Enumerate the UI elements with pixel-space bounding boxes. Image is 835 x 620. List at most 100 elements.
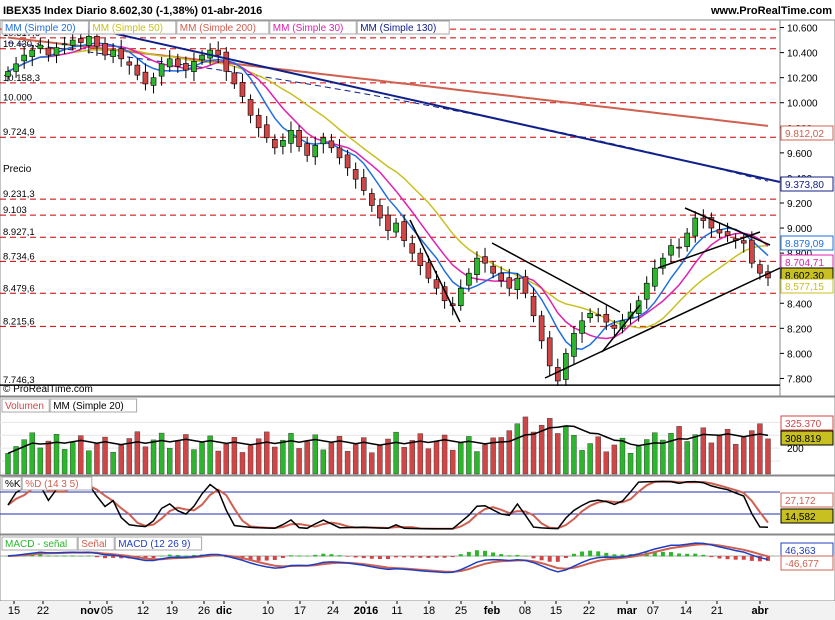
macd-histogram-bar — [30, 554, 35, 557]
volume-bar — [692, 434, 698, 475]
volume-bar — [619, 437, 626, 475]
date-tick-label: 22 — [583, 605, 595, 617]
volume-bar — [312, 434, 318, 475]
ma200-line — [7, 36, 769, 127]
volume-bar — [668, 432, 674, 475]
candle-body — [45, 47, 52, 56]
legend-item-label: %K — [5, 479, 21, 490]
candle-body — [134, 64, 141, 76]
volume-bar — [571, 435, 577, 475]
candle-body — [166, 58, 173, 68]
volume-bar — [134, 431, 141, 475]
volume-bar — [53, 434, 60, 475]
value-badge — [780, 508, 834, 524]
legend-item-label: MACD (12 26 9) — [118, 539, 190, 550]
volume-ma-line — [7, 425, 769, 454]
value-badge-label: -46,677 — [785, 559, 819, 570]
legend-item — [1, 536, 78, 551]
candle-body — [466, 272, 472, 286]
macd-histogram-bar — [297, 555, 302, 557]
candle-body — [231, 72, 238, 85]
date-tick-label: abr — [751, 605, 769, 617]
macd-histogram-bar — [596, 551, 601, 557]
legend-item — [176, 20, 270, 35]
value-badge-label: 9.812,02 — [785, 129, 824, 140]
candle-body — [749, 239, 755, 264]
candle-body — [603, 313, 610, 323]
macd-histogram-bar — [685, 553, 690, 557]
volume-bar — [45, 440, 52, 475]
stoch-k-line — [7, 480, 769, 530]
candle-body — [369, 193, 375, 206]
candle-body — [668, 245, 674, 256]
volume-bar — [441, 434, 448, 475]
value-badge — [780, 235, 834, 251]
macd-histogram-bar — [386, 556, 390, 560]
macd-histogram-bar — [523, 555, 528, 557]
legend-item — [21, 476, 93, 491]
macd-histogram-bar — [499, 554, 504, 557]
candle-body — [344, 154, 351, 169]
macd-histogram-bar — [111, 556, 116, 558]
legend-item — [49, 398, 138, 413]
volume-bar — [757, 423, 763, 475]
ma20-line — [7, 42, 769, 350]
stochastic-panel: 27,172 14,582 %K %D (14 3 5) — [0, 475, 835, 535]
volume-bar — [724, 428, 731, 475]
macd-histogram-bar — [280, 556, 285, 559]
date-tick-label: 25 — [455, 605, 467, 617]
macd-histogram-bar — [563, 556, 568, 559]
candle-body — [53, 47, 60, 56]
trendline — [601, 304, 641, 353]
volume-bar — [660, 439, 666, 475]
value-badge-label: 8.577,15 — [785, 282, 824, 293]
value-badge-label: 14,582 — [785, 512, 816, 523]
macd-histogram-bar — [483, 550, 488, 557]
volume-bar — [425, 448, 432, 475]
volume-bar — [652, 432, 658, 475]
trendline — [491, 242, 621, 313]
candle-body — [69, 39, 76, 46]
resistance-level-label: 7.746,3 — [3, 375, 35, 386]
macd-histogram-bar — [677, 553, 682, 557]
candle-body — [393, 222, 399, 233]
volume-bar — [272, 446, 278, 475]
macd-histogram-bar — [539, 556, 544, 561]
date-tick-label: 15 — [550, 605, 562, 617]
candle-body — [158, 63, 165, 77]
volume-bar — [223, 443, 229, 475]
website-label: www.ProRealTime.com — [710, 5, 832, 17]
candles — [5, 27, 771, 386]
volume-bar — [142, 446, 149, 475]
candle-body — [385, 214, 391, 231]
candle-body — [142, 71, 149, 85]
legend-item-label: MM (Simple 30) — [273, 23, 344, 34]
volume-bar — [563, 426, 569, 475]
macd-histogram-bar — [183, 555, 188, 557]
volume-bar — [579, 450, 585, 475]
macd-histogram-bar — [151, 556, 156, 559]
date-tick-label: 21 — [711, 605, 723, 617]
volume-bar — [749, 430, 755, 475]
macd-histogram-bar — [175, 554, 180, 557]
candle-body — [409, 243, 416, 254]
macd-histogram-bar — [394, 556, 399, 558]
candle-body — [199, 54, 205, 61]
candle-body — [676, 246, 682, 249]
volume-bar — [409, 440, 415, 475]
macd-panel: 46,363 -46,677 MACD - señal Señal MACD (12 … — [0, 534, 835, 602]
candle-body — [21, 54, 27, 62]
volume-bar — [175, 441, 181, 475]
macd-histogram-bar — [531, 556, 536, 559]
candle-body — [700, 217, 707, 221]
candle-body — [522, 276, 529, 294]
macd-histogram-bar — [313, 554, 318, 557]
macd-histogram-bar — [515, 554, 520, 557]
macd-histogram-bar — [547, 556, 552, 562]
volume-bar — [126, 438, 132, 475]
date-tick-label: 14 — [680, 605, 692, 617]
macd-histogram-bar — [353, 556, 358, 558]
candle-body — [660, 257, 666, 269]
volume-bar — [595, 436, 601, 475]
